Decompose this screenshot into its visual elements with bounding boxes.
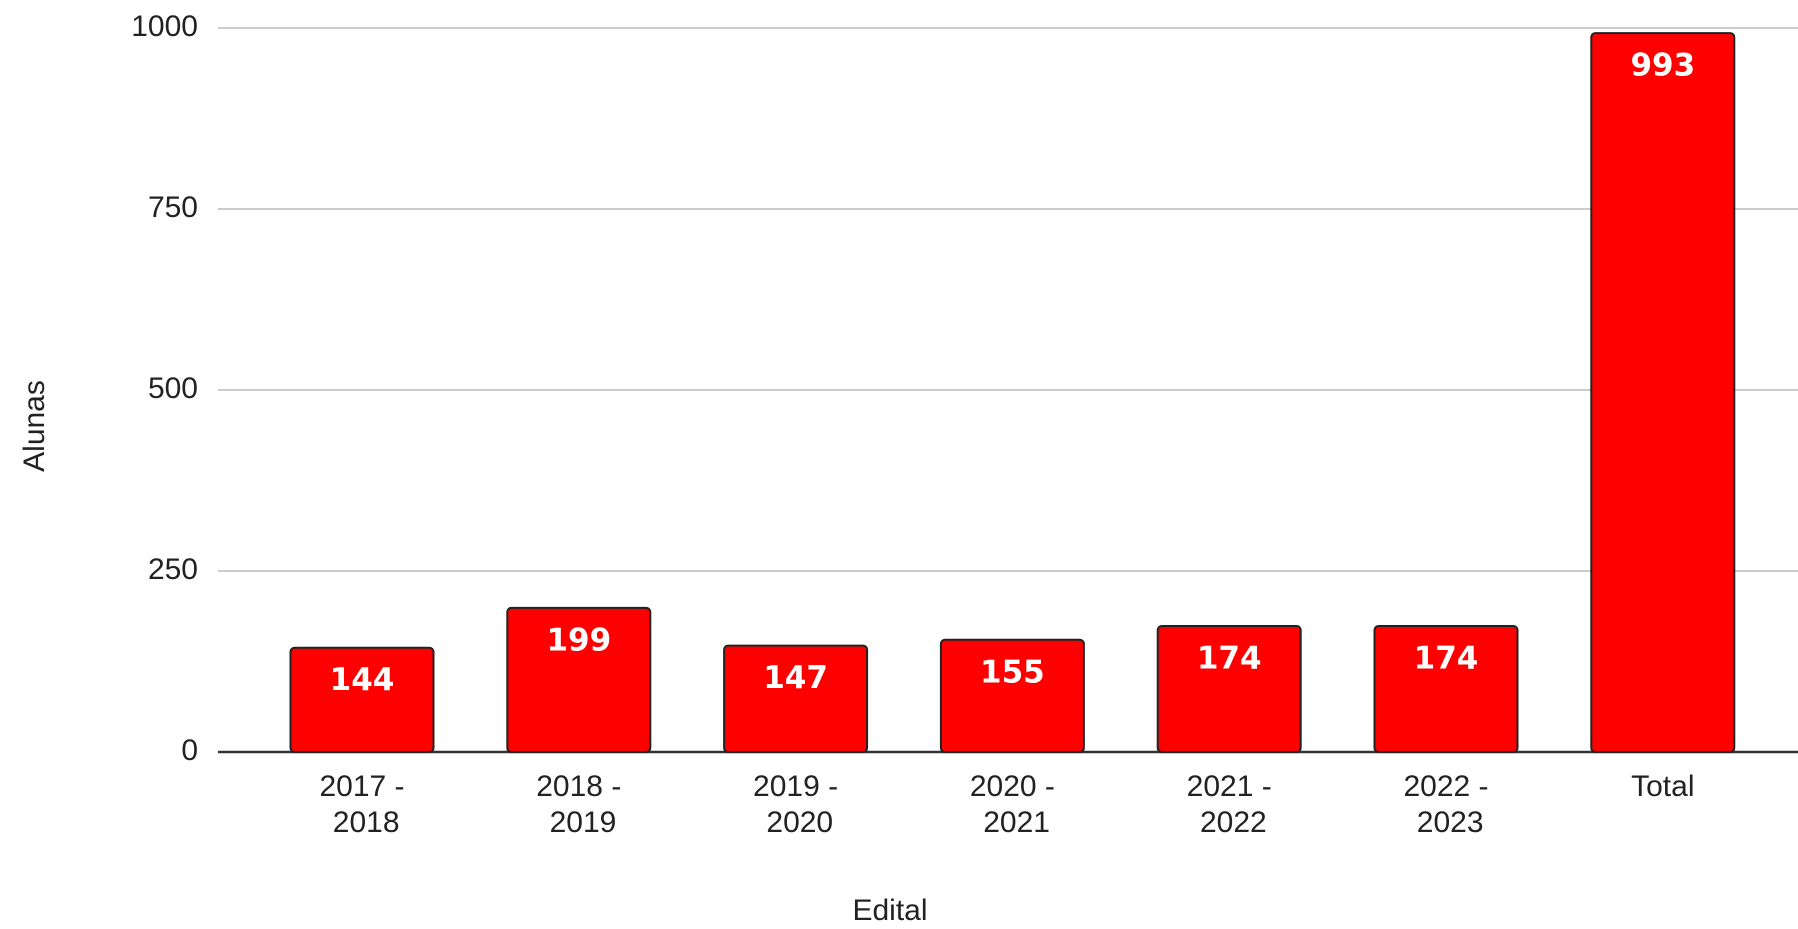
y-axis-label: Alunas <box>18 380 51 472</box>
y-tick-label: 1000 <box>131 10 198 43</box>
value-label: 199 <box>546 622 611 658</box>
y-tick-label: 250 <box>148 553 198 586</box>
x-tick-label: 2021 - 2022 <box>1187 770 1272 839</box>
bar <box>939 638 1085 754</box>
x-tick-label: 2017 - 2018 <box>319 770 404 839</box>
bar <box>723 644 869 754</box>
value-label: 155 <box>980 654 1045 690</box>
x-tick-label: 2019 - 2020 <box>753 770 838 839</box>
x-tick-label: 2022 - 2023 <box>1403 770 1488 839</box>
value-label: 993 <box>1630 48 1695 84</box>
x-axis-label: Edital <box>852 894 927 927</box>
bar <box>1156 625 1302 753</box>
value-label: 174 <box>1414 641 1479 677</box>
value-label: 147 <box>763 660 828 696</box>
bar <box>506 606 652 754</box>
y-tick-label: 750 <box>148 191 198 224</box>
value-label: 144 <box>330 662 395 698</box>
value-label: 174 <box>1197 641 1262 677</box>
x-tick-label: 2018 - 2019 <box>536 770 621 839</box>
y-tick-label: 0 <box>181 734 198 767</box>
x-tick-label: Total <box>1631 770 1694 803</box>
y-tick-label: 500 <box>148 372 198 405</box>
bar <box>1373 625 1519 753</box>
bar <box>289 646 435 754</box>
x-tick-label: 2020 - 2021 <box>970 770 1055 839</box>
bar <box>1590 32 1736 754</box>
